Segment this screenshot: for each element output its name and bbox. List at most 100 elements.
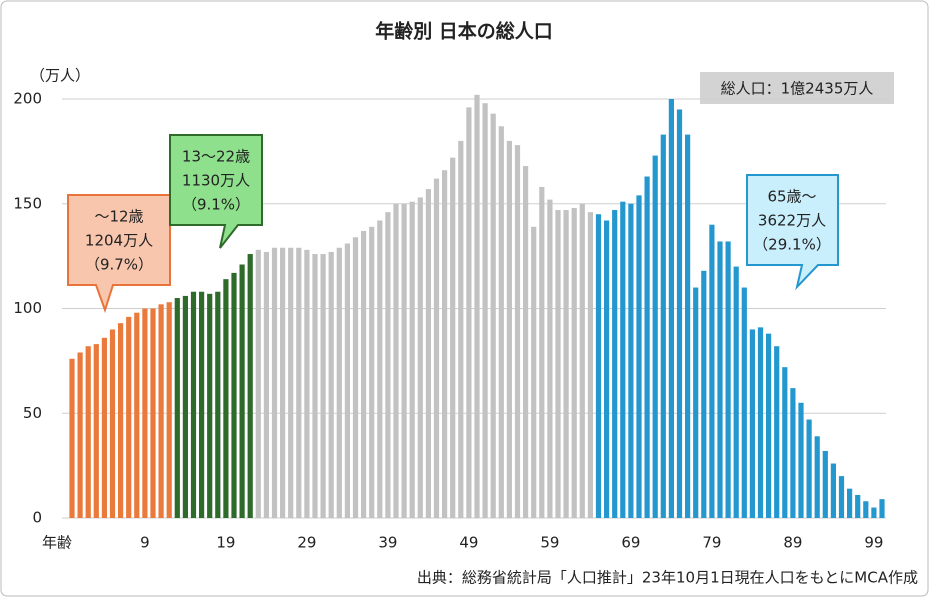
bar <box>450 157 456 518</box>
bar <box>814 436 820 518</box>
bar <box>790 388 796 518</box>
y-tick-label: 100 <box>13 299 42 317</box>
bar <box>101 337 107 518</box>
x-tick-label: 59 <box>540 534 559 552</box>
bar <box>806 419 812 518</box>
bar <box>579 203 585 518</box>
bar <box>336 247 342 518</box>
bar <box>595 214 602 518</box>
bar <box>93 344 99 518</box>
x-tick-label: 29 <box>297 534 316 552</box>
bar <box>126 316 132 518</box>
bar <box>247 254 253 518</box>
bar <box>523 166 529 519</box>
bar <box>709 224 715 518</box>
bar <box>199 291 205 518</box>
callout-text: ～12歳 <box>94 208 143 226</box>
bar <box>757 327 764 518</box>
bar <box>563 210 569 518</box>
chart-title: 年齢別 日本の総人口 <box>375 20 553 43</box>
bar <box>612 210 618 518</box>
bar <box>401 203 407 518</box>
bar <box>514 145 521 518</box>
bar <box>288 247 294 518</box>
bar <box>506 140 512 518</box>
bar <box>425 189 431 518</box>
bar <box>190 291 197 518</box>
bar <box>271 247 278 518</box>
bar <box>798 402 804 518</box>
bar <box>644 176 650 518</box>
y-axis-label: （万人） <box>30 67 90 85</box>
callout-text: （9.7%） <box>85 256 153 274</box>
bar <box>409 201 415 518</box>
bar <box>174 298 180 518</box>
bar <box>69 358 75 518</box>
bar <box>166 302 172 518</box>
bar <box>498 126 504 519</box>
bar <box>725 241 731 518</box>
callout-text: 65歳～ <box>767 188 816 206</box>
bar <box>385 212 391 518</box>
bar <box>879 499 885 518</box>
bar <box>223 279 229 518</box>
bar <box>142 308 148 518</box>
bar <box>304 249 310 518</box>
x-axis-label: 年齢 <box>42 534 72 552</box>
bar <box>863 501 869 518</box>
bar <box>676 109 683 518</box>
bar <box>296 247 302 518</box>
bar <box>352 237 359 518</box>
bar <box>660 134 666 519</box>
x-tick-label: 39 <box>378 534 397 552</box>
bar <box>847 488 853 518</box>
bar <box>628 203 634 518</box>
callout-text: 3622万人 <box>758 212 826 230</box>
bar <box>344 243 350 518</box>
bar <box>482 103 488 518</box>
bar <box>369 226 375 519</box>
x-tick-label: 69 <box>621 534 640 552</box>
bar <box>377 220 383 518</box>
source: 出典：総務省統計局「人口推計」23年10月1日現在人口をもとにMCA作成 <box>417 569 918 587</box>
callout-text: 13～22歳 <box>182 148 250 166</box>
bar <box>871 507 877 518</box>
bar <box>636 195 642 518</box>
bar <box>458 140 464 518</box>
bar <box>361 230 367 519</box>
bars <box>69 94 885 519</box>
bar <box>782 367 788 518</box>
bar <box>280 247 286 518</box>
x-tick-label: 9 <box>140 534 150 552</box>
bar <box>320 254 326 518</box>
total-label: 総人口：1億2435万人 <box>721 80 874 98</box>
bar <box>85 346 91 518</box>
bar <box>620 201 626 518</box>
bar <box>749 329 755 518</box>
bar <box>741 287 747 518</box>
callout-text: （29.1%） <box>753 236 831 254</box>
bar <box>466 107 472 518</box>
bar <box>587 212 593 518</box>
bar <box>822 450 828 518</box>
bar <box>652 155 658 518</box>
callout-text: 1204万人 <box>85 232 153 250</box>
bar <box>547 199 553 518</box>
bar <box>693 287 699 518</box>
y-tick-label: 200 <box>13 90 42 108</box>
bar <box>134 312 140 518</box>
x-tick-label: 49 <box>459 534 478 552</box>
bar <box>539 186 545 519</box>
bar <box>263 251 269 518</box>
y-tick-label: 150 <box>13 194 42 212</box>
bar <box>328 251 334 518</box>
bar <box>182 295 188 518</box>
bar <box>239 264 245 518</box>
callout-box <box>746 174 839 291</box>
bar <box>838 476 845 518</box>
bar <box>571 207 577 518</box>
bar <box>717 241 723 518</box>
bar <box>158 304 164 518</box>
